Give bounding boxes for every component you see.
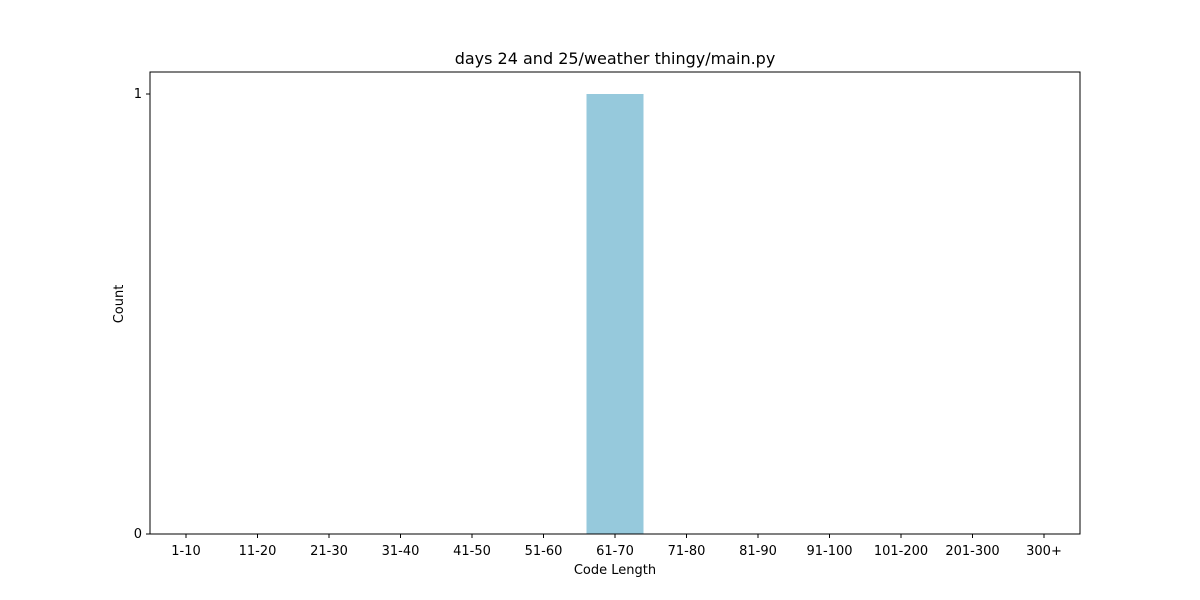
y-tick-label: 0 <box>134 527 142 542</box>
x-tick-label: 201-300 <box>945 544 999 559</box>
bars-group <box>586 94 644 534</box>
x-tick-label: 101-200 <box>874 544 928 559</box>
x-tick-label: 81-90 <box>739 544 777 559</box>
x-tick-label: 31-40 <box>382 544 420 559</box>
y-tick-label: 1 <box>134 87 142 102</box>
x-tick-label: 11-20 <box>239 544 277 559</box>
x-tick-label: 21-30 <box>310 544 348 559</box>
x-tick-label: 300+ <box>1026 544 1062 559</box>
x-tick-label: 1-10 <box>171 544 201 559</box>
bar-61-70 <box>586 94 644 534</box>
x-tick-label: 51-60 <box>525 544 563 559</box>
chart-title: days 24 and 25/weather thingy/main.py <box>455 49 776 68</box>
x-axis: 1-10 11-20 21-30 31-40 41-50 51-60 61-70 71-80 8… <box>171 534 1062 559</box>
x-axis-label: Code Length <box>574 563 656 578</box>
x-tick-label: 61-70 <box>596 544 634 559</box>
y-axis: 01 <box>134 87 150 542</box>
x-tick-label: 91-100 <box>806 544 852 559</box>
x-tick-label: 71-80 <box>668 544 706 559</box>
x-tick-label: 41-50 <box>453 544 491 559</box>
y-axis-label: Count <box>112 285 127 324</box>
